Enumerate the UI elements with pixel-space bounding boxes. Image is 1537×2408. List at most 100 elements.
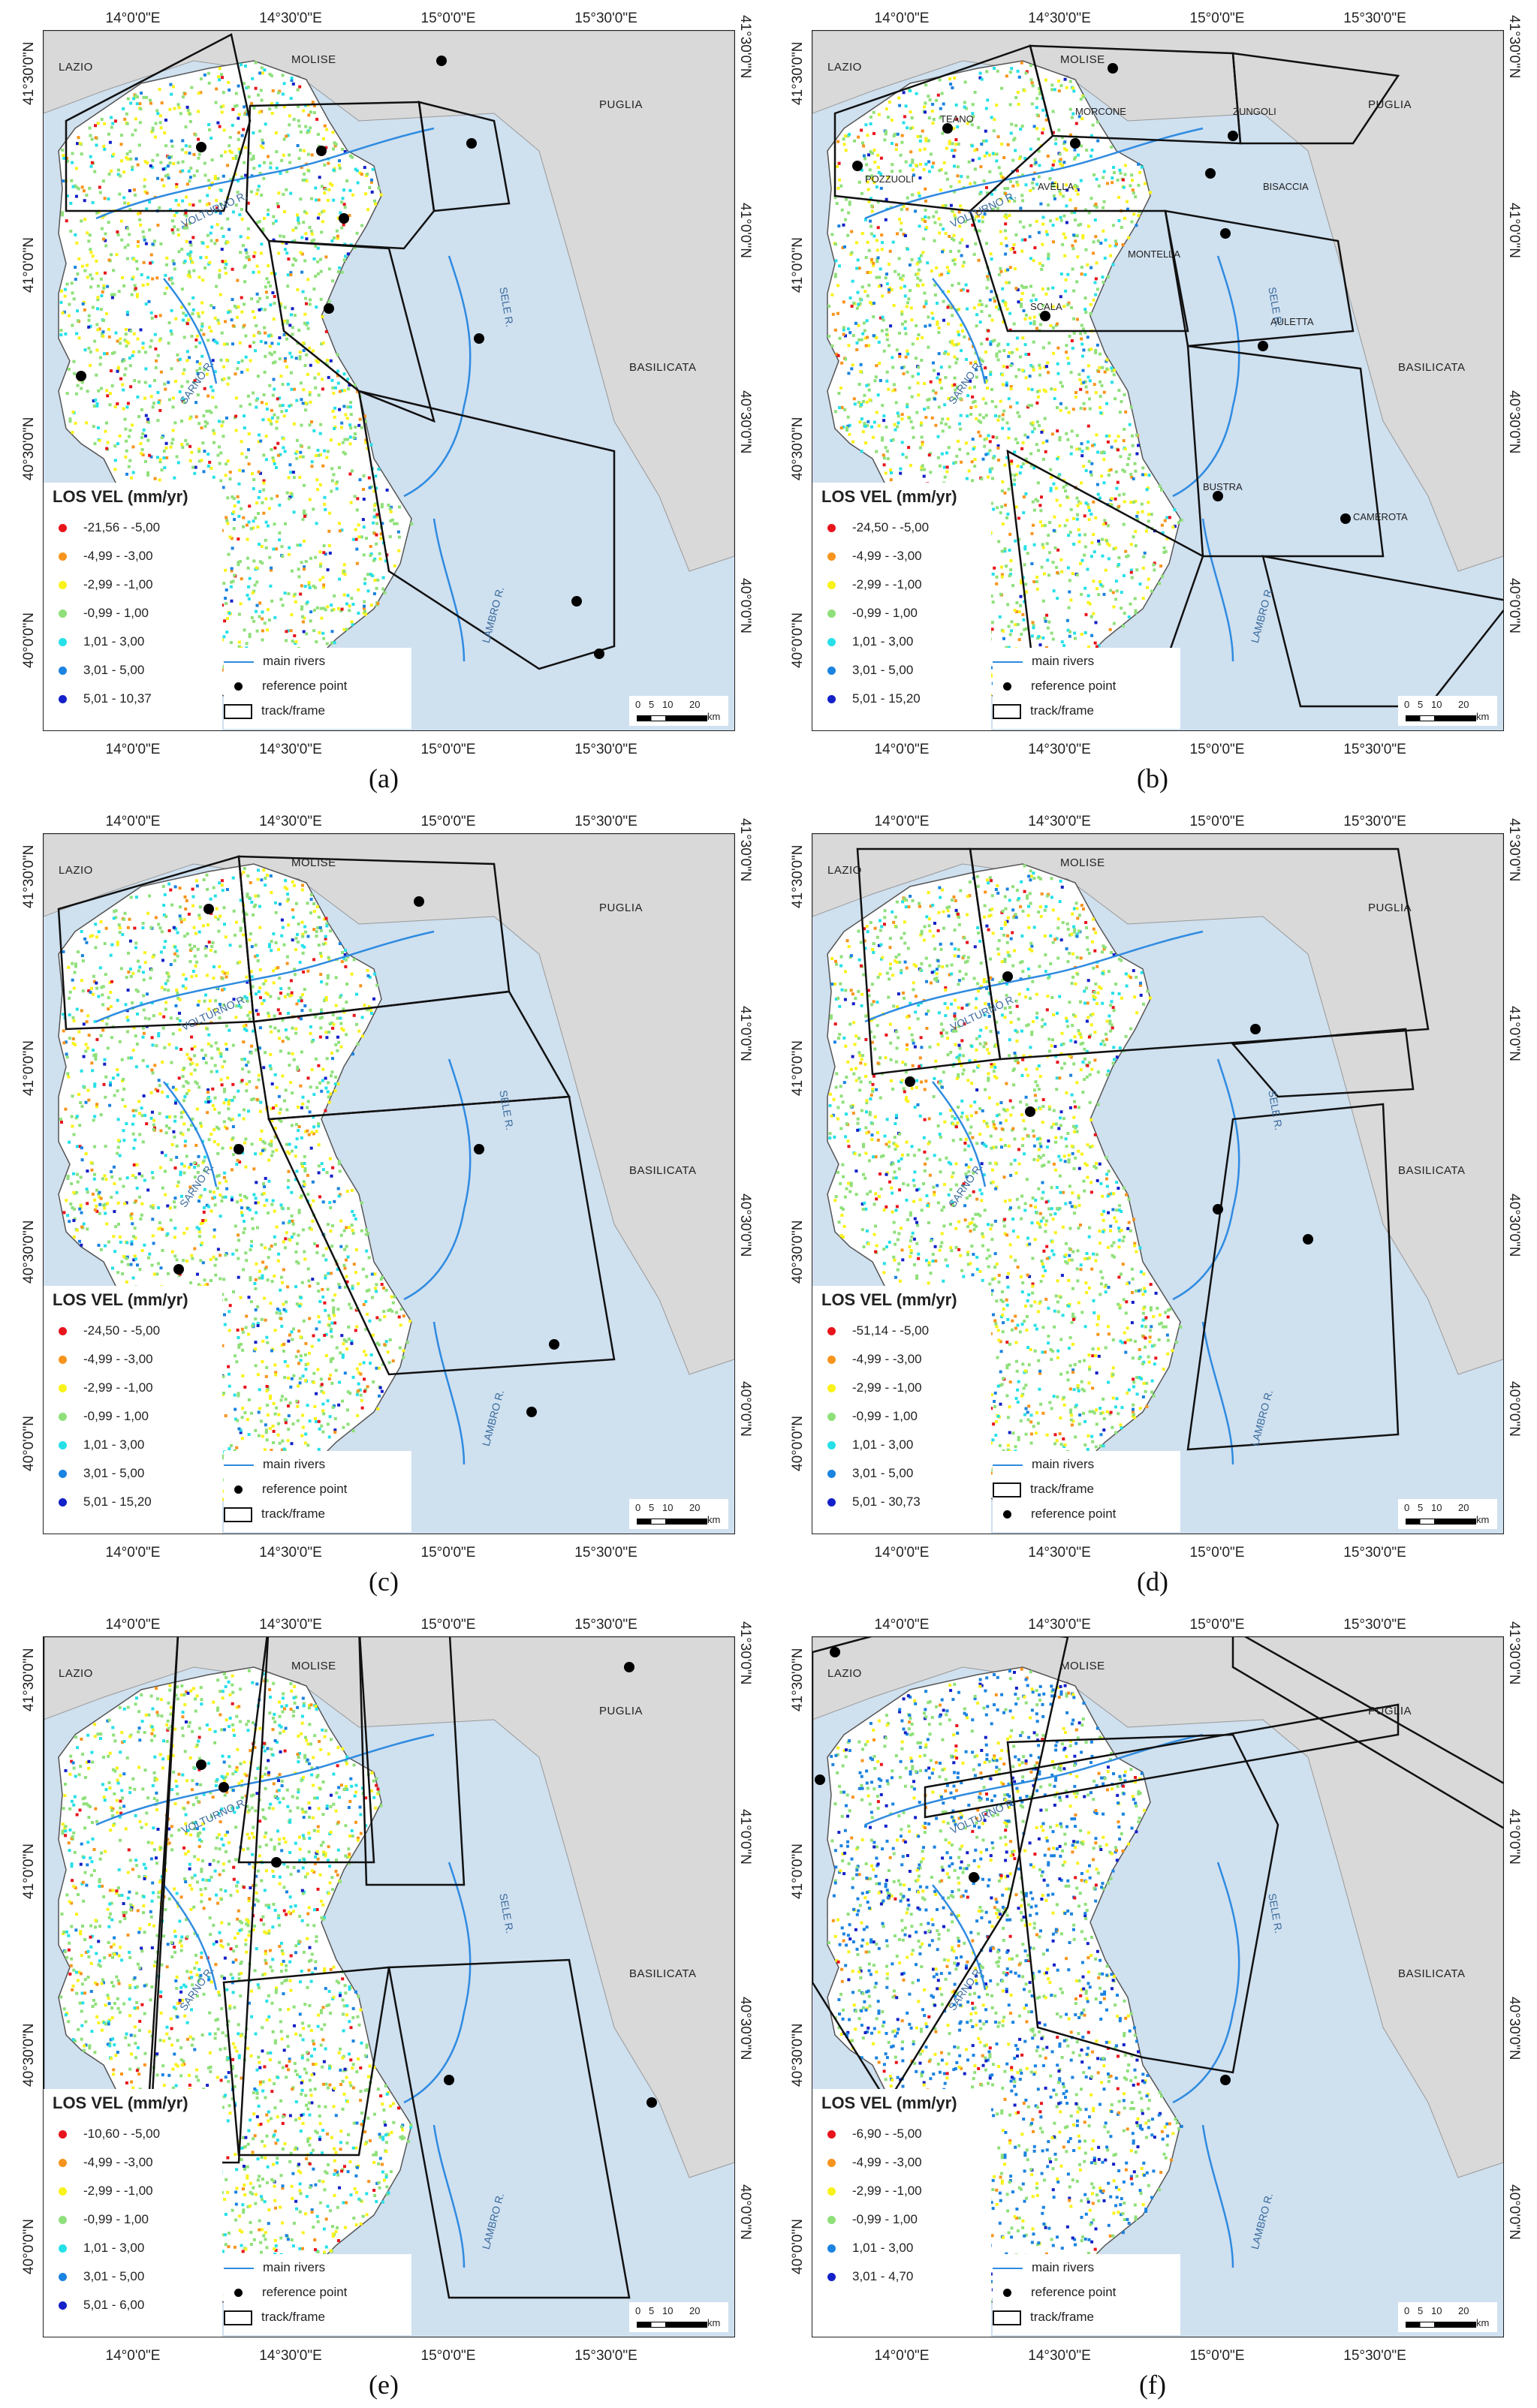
velocity-point [282, 154, 285, 157]
velocity-point [89, 251, 92, 254]
velocity-point [342, 223, 345, 226]
velocity-point [1102, 523, 1105, 526]
velocity-point [70, 1182, 73, 1185]
velocity-point [261, 227, 264, 230]
velocity-point [359, 418, 362, 421]
velocity-point [68, 303, 71, 306]
velocity-point [177, 103, 180, 106]
velocity-point [311, 233, 314, 236]
velocity-point [865, 256, 868, 259]
velocity-point [906, 305, 909, 308]
velocity-point [999, 172, 1002, 175]
velocity-point [866, 271, 869, 274]
velocity-point [290, 613, 293, 616]
velocity-point [866, 401, 869, 404]
velocity-point [217, 454, 220, 457]
velocity-point [872, 436, 875, 439]
velocity-point [1148, 474, 1151, 477]
velocity-point [862, 145, 865, 148]
velocity-point [372, 168, 375, 171]
velocity-point [194, 466, 197, 469]
velocity-point [143, 1179, 146, 1182]
velocity-point [225, 519, 228, 522]
velocity-point [993, 299, 996, 303]
velocity-point [154, 333, 157, 336]
velocity-point [938, 352, 941, 355]
velocity-point [210, 226, 213, 229]
velocity-point [909, 263, 912, 266]
velocity-point [279, 404, 282, 407]
velocity-point [1094, 351, 1097, 354]
velocity-point [862, 430, 865, 433]
velocity-point [389, 519, 392, 522]
velocity-point [293, 634, 296, 637]
velocity-point [1097, 370, 1100, 373]
velocity-point [249, 345, 252, 348]
velocity-point [330, 239, 333, 242]
velocity-point [1130, 173, 1133, 176]
longitude-tick: 14°0'0"E [106, 814, 161, 830]
velocity-point [1032, 501, 1035, 504]
velocity-point [1011, 351, 1014, 354]
velocity-point [1102, 555, 1105, 558]
velocity-point [136, 102, 139, 105]
velocity-point [269, 303, 272, 306]
velocity-point [1001, 576, 1004, 579]
velocity-point [368, 477, 371, 480]
velocity-point [236, 104, 239, 107]
velocity-point [390, 510, 393, 513]
velocity-point [350, 413, 353, 416]
velocity-point [276, 202, 279, 205]
velocity-point [924, 188, 927, 191]
velocity-point [141, 432, 144, 435]
velocity-point [1107, 441, 1110, 444]
velocity-point [193, 153, 196, 156]
velocity-point [146, 418, 149, 421]
velocity-point [1135, 453, 1138, 456]
velocity-point [150, 395, 153, 398]
velocity-point [1018, 610, 1021, 613]
velocity-point [299, 351, 302, 354]
velocity-point [212, 432, 215, 435]
velocity-point [1040, 495, 1043, 498]
velocity-point [1092, 173, 1095, 176]
velocity-point [318, 454, 321, 457]
velocity-point [269, 585, 272, 588]
velocity-point [1103, 391, 1106, 394]
velocity-point [191, 466, 194, 469]
velocity-point [244, 335, 247, 338]
velocity-point [172, 1086, 175, 1089]
velocity-point [1005, 244, 1008, 247]
velocity-point [146, 283, 149, 286]
velocity-point [181, 446, 184, 449]
velocity-point [234, 1394, 237, 1397]
velocity-point [875, 364, 878, 367]
velocity-point [271, 1280, 274, 1283]
velocity-point [889, 250, 892, 253]
velocity-point [848, 133, 851, 136]
velocity-point [1117, 389, 1120, 392]
velocity-point [1000, 270, 1003, 273]
velocity-point [1137, 163, 1140, 166]
velocity-point [1132, 212, 1135, 215]
velocity-point [300, 271, 303, 274]
velocity-point [901, 134, 904, 137]
velocity-point [76, 309, 79, 312]
velocity-point [170, 93, 173, 96]
track-frame-symbol [993, 704, 1021, 719]
velocity-point [100, 278, 103, 281]
velocity-point [1137, 214, 1140, 217]
velocity-point [140, 1175, 143, 1178]
velocity-point [1014, 233, 1017, 236]
velocity-point [277, 1008, 280, 1011]
velocity-point [98, 930, 101, 933]
velocity-point [370, 443, 373, 446]
reference-point [76, 371, 86, 381]
velocity-point [305, 560, 308, 563]
velocity-point [1114, 498, 1117, 501]
velocity-point [995, 104, 998, 107]
velocity-point [146, 1188, 149, 1191]
velocity-point [171, 282, 174, 285]
symbol-legend-label: reference point [1031, 679, 1116, 693]
velocity-point [1072, 408, 1075, 411]
